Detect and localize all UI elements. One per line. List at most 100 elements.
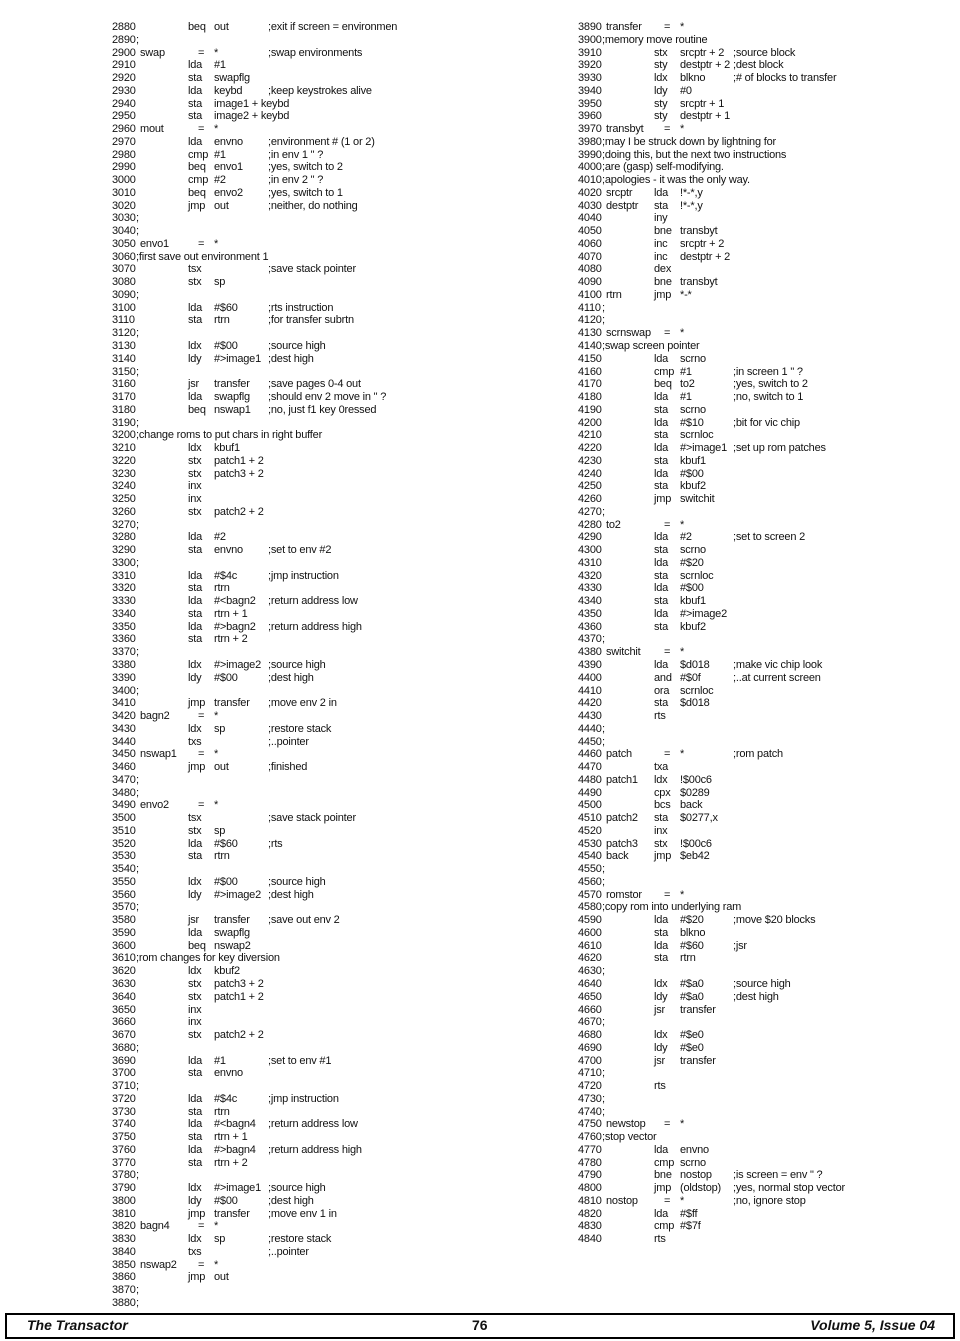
operand: transbyt [680,276,718,289]
line-number: 4050 [578,225,602,238]
mnemonic: ldx [654,72,668,85]
label: ; [136,646,139,659]
label: destptr [606,199,639,212]
mnemonic: sta [188,110,203,123]
mnemonic: lda [188,1143,203,1156]
mnemonic: sty [654,97,668,110]
operand: transfer [214,1207,250,1220]
line-number: 4270 [578,505,602,518]
label: ;change roms to put chars in right buffe… [136,429,323,442]
line-number: 4510 [578,812,602,825]
line-number: 2980 [112,148,136,161]
mnemonic: lda [654,1143,669,1156]
line-number: 2920 [112,72,136,85]
line-number: 4360 [578,620,602,633]
operand: envno [214,1067,243,1080]
operand: #1 [680,391,692,404]
label: transfer [606,21,642,33]
line-number: 3110 [112,314,135,327]
line-number: 3920 [578,59,602,72]
mnemonic: lda [654,467,669,480]
line-number: 3610 [112,952,136,965]
operand: * [680,518,685,531]
operand: rtrn [214,850,230,863]
operand: #$e0 [680,1029,704,1042]
line-number: 3440 [112,735,136,748]
line-number: 3510 [112,824,136,837]
label: ; [602,1092,605,1105]
line-number: 2940 [112,97,136,110]
line-number: 4290 [578,531,602,544]
mnemonic: stx [654,46,668,59]
mnemonic: cmp [188,148,209,161]
mnemonic: tsx [188,263,202,276]
mnemonic: and [654,671,672,684]
label: ;memory move routine [602,33,708,46]
label: srcptr [606,186,633,199]
operand: swapflg [214,72,250,85]
operand: keybd [214,84,243,97]
label: ; [602,633,605,646]
line-number: 3470 [112,773,136,786]
mnemonic: lda [188,1092,203,1105]
mnemonic: lda [654,939,669,952]
line-number: 4330 [578,582,602,595]
comment: ;return address low [268,1118,358,1131]
operand: $0277,x [680,812,718,825]
line-number: 3120 [112,327,136,340]
line-number: 4440 [578,722,602,735]
operand: #$60 [214,301,238,314]
line-number: 4630 [578,965,602,978]
comment: ;environment # (1 or 2) [268,135,375,148]
operand: scrnloc [680,684,714,697]
line-number: 4610 [578,939,602,952]
label: ; [136,365,139,378]
label: bagn4 [140,1220,170,1233]
mnemonic: rts [654,710,666,723]
mnemonic: sta [188,97,203,110]
mnemonic: bcs [654,799,671,812]
line-number: 3640 [112,990,136,1003]
line-number: 4820 [578,1207,602,1220]
label: ; [602,735,605,748]
line-number: 4830 [578,1220,602,1233]
label: nswap2 [140,1258,177,1271]
operand: * [214,710,219,723]
operand: image1 + keybd [214,97,290,110]
line-number: 4120 [578,314,602,327]
operand: envo1 [214,161,243,174]
line-number: 3100 [112,301,136,314]
line-number: 4150 [578,352,602,365]
line-number: 3710 [112,1080,136,1093]
operand: (oldstop) [680,1182,721,1195]
line-number: 3810 [112,1207,136,1220]
mnemonic: = [198,1220,205,1233]
mnemonic: sta [654,403,669,416]
line-number: 4570 [578,888,602,901]
line-number: 4670 [578,1016,602,1029]
mnemonic: = [664,646,671,659]
operand: #1 [680,365,692,378]
issue: Volume 5, Issue 04 [810,1317,935,1333]
operand: !$00c6 [680,837,712,850]
comment: ;source block [733,46,796,59]
operand: destptr + 1 [680,110,731,123]
mnemonic: txs [188,735,202,748]
operand: envno [680,1143,709,1156]
line-number: 4810 [578,1194,602,1207]
line-number: 3830 [112,1233,136,1246]
comment: ;dest high [733,990,779,1003]
label: ; [136,1297,139,1309]
operand: #<bagn2 [214,595,256,608]
mnemonic: sta [654,429,669,442]
line-number: 4380 [578,646,602,659]
mnemonic: sta [654,926,669,939]
label: ; [136,556,139,569]
comment: ;save pages 0-4 out [268,378,361,391]
mnemonic: lda [188,837,203,850]
operand: * [214,748,219,761]
label: bagn2 [140,710,170,723]
mnemonic: jsr [654,1003,666,1016]
line-number: 4530 [578,837,602,850]
line-number: 4260 [578,493,602,506]
